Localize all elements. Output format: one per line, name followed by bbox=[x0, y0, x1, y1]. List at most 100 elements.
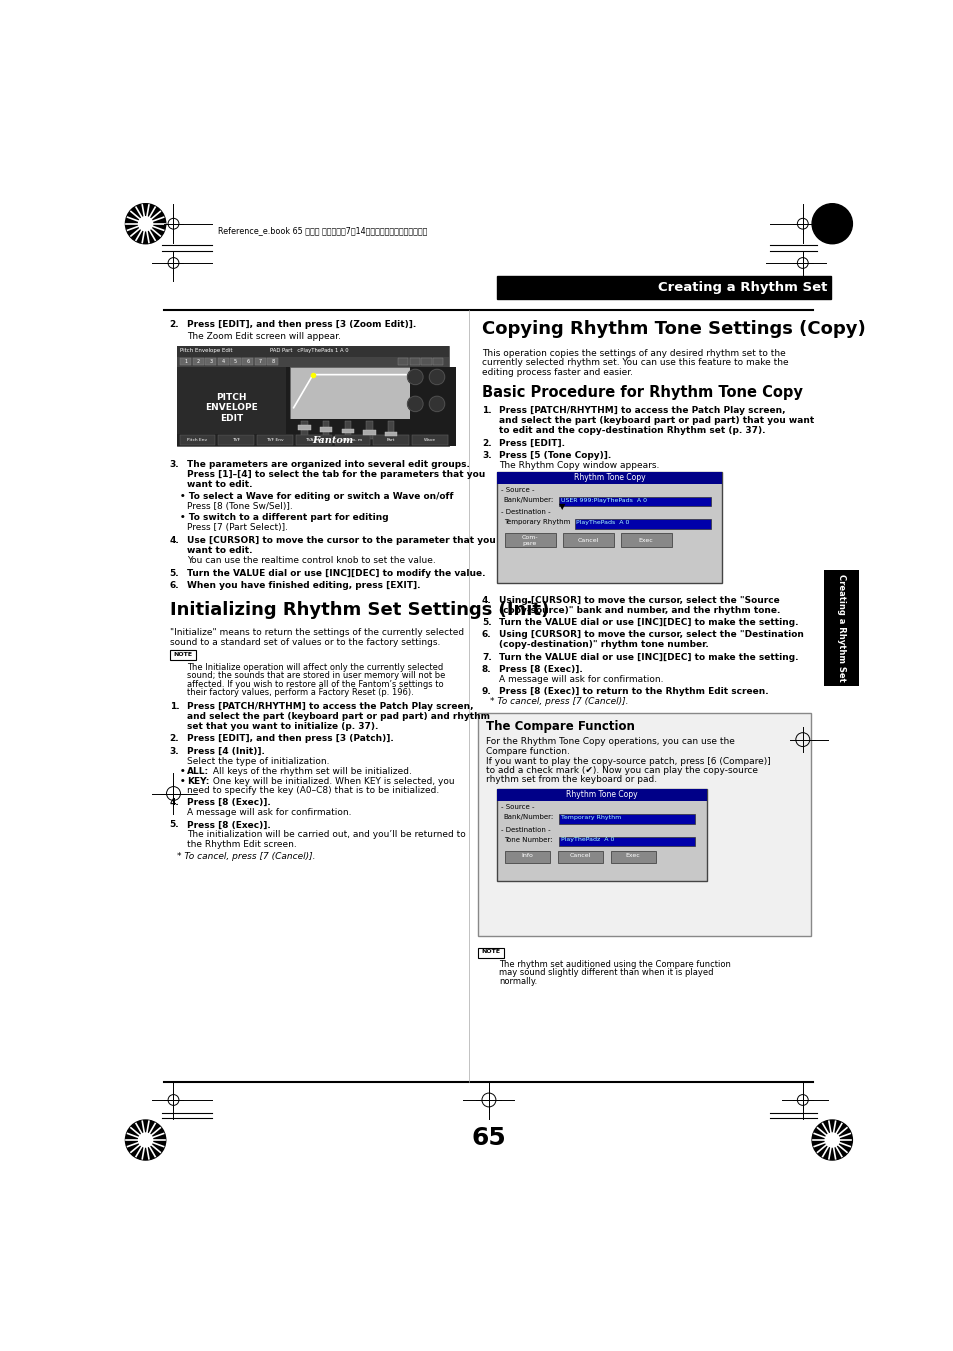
Bar bbox=[319, 427, 332, 431]
Text: the Rhythm Edit screen.: the Rhythm Edit screen. bbox=[187, 840, 296, 848]
Text: Press [EDIT], and then press [3 (Patch)].: Press [EDIT], and then press [3 (Patch)]… bbox=[187, 734, 393, 743]
Text: Basic Procedure for Rhythm Tone Copy: Basic Procedure for Rhythm Tone Copy bbox=[481, 385, 802, 400]
Bar bbox=[497, 789, 706, 881]
Text: Bank/Number:: Bank/Number: bbox=[503, 815, 554, 820]
Bar bbox=[242, 358, 253, 365]
Text: Press [8 (Exec)].: Press [8 (Exec)]. bbox=[187, 798, 270, 807]
Text: 2.: 2. bbox=[170, 320, 179, 330]
Bar bbox=[505, 534, 555, 547]
Text: Reference_e.book 65 ページ ２００３年7月14日　月曜日　午後３時２５分: Reference_e.book 65 ページ ２００３年7月14日 月曜日 午… bbox=[218, 226, 427, 235]
Bar bbox=[421, 358, 431, 365]
Text: normally.: normally. bbox=[498, 977, 537, 986]
Text: 5: 5 bbox=[233, 359, 236, 363]
Bar bbox=[505, 851, 550, 863]
Text: Fanto- m: Fanto- m bbox=[342, 438, 362, 442]
Bar bbox=[497, 471, 721, 584]
Text: 8: 8 bbox=[271, 359, 274, 363]
Bar bbox=[180, 358, 192, 365]
Text: 4.: 4. bbox=[170, 798, 179, 807]
Text: 6: 6 bbox=[246, 359, 249, 363]
Text: • To switch to a different part for editing: • To switch to a different part for edit… bbox=[180, 513, 389, 523]
Text: to add a check mark (✔). Now you can play the copy-source: to add a check mark (✔). Now you can pla… bbox=[485, 766, 757, 775]
Text: TVF Env: TVF Env bbox=[266, 438, 284, 442]
Text: set that you want to initialize (p. 37).: set that you want to initialize (p. 37). bbox=[187, 721, 377, 731]
Text: Press [7 (Part Select)].: Press [7 (Part Select)]. bbox=[187, 523, 288, 532]
Bar bbox=[335, 435, 370, 446]
Text: The rhythm set auditioned using the Compare function: The rhythm set auditioned using the Comp… bbox=[498, 959, 730, 969]
Text: Rhythm Tone Copy: Rhythm Tone Copy bbox=[566, 790, 638, 800]
Text: Press [EDIT].: Press [EDIT]. bbox=[498, 439, 564, 447]
Text: The Compare Function: The Compare Function bbox=[485, 720, 634, 734]
Text: Info: Info bbox=[521, 852, 533, 858]
Text: 5.: 5. bbox=[170, 820, 179, 830]
Text: NOTE: NOTE bbox=[481, 948, 500, 954]
Text: Rhythm Tone Copy: Rhythm Tone Copy bbox=[574, 473, 645, 482]
Text: KEY:: KEY: bbox=[187, 777, 209, 785]
Text: TVF: TVF bbox=[232, 438, 240, 442]
Text: Com-
pare: Com- pare bbox=[521, 535, 537, 546]
Bar bbox=[558, 497, 710, 507]
Circle shape bbox=[429, 396, 444, 412]
Text: "Initialize" means to return the settings of the currently selected: "Initialize" means to return the setting… bbox=[170, 628, 463, 636]
Text: 5.: 5. bbox=[481, 617, 491, 627]
Text: One key will be initialized. When KEY is selected, you: One key will be initialized. When KEY is… bbox=[210, 777, 454, 785]
Text: Press [PATCH/RHYTHM] to access the Patch Play screen,: Press [PATCH/RHYTHM] to access the Patch… bbox=[498, 407, 784, 415]
Text: currently selected rhythm set. You can use this feature to make the: currently selected rhythm set. You can u… bbox=[481, 358, 788, 367]
Text: Turn the VALUE dial or use [INC][DEC] to modify the value.: Turn the VALUE dial or use [INC][DEC] to… bbox=[187, 569, 485, 578]
Text: When you have finished editing, press [EXIT].: When you have finished editing, press [E… bbox=[187, 581, 419, 590]
Bar bbox=[267, 358, 278, 365]
Circle shape bbox=[824, 1133, 839, 1147]
Text: 5.: 5. bbox=[170, 569, 179, 578]
Text: 8.: 8. bbox=[481, 665, 491, 674]
Bar bbox=[179, 435, 215, 446]
Text: 2.: 2. bbox=[481, 439, 491, 447]
Text: 3: 3 bbox=[209, 359, 212, 363]
Bar bbox=[373, 435, 409, 446]
Bar bbox=[290, 367, 410, 419]
Text: - Destination -: - Destination - bbox=[500, 509, 551, 515]
Bar bbox=[363, 430, 375, 435]
Text: 1.: 1. bbox=[481, 407, 491, 415]
Text: The Initialize operation will affect only the currently selected: The Initialize operation will affect onl… bbox=[187, 662, 442, 671]
Text: Press [5 (Tone Copy)].: Press [5 (Tone Copy)]. bbox=[498, 451, 611, 459]
Text: 3.: 3. bbox=[481, 451, 491, 459]
Bar bbox=[823, 570, 858, 686]
Circle shape bbox=[811, 204, 852, 243]
Text: Initializing Rhythm Set Settings (Init): Initializing Rhythm Set Settings (Init) bbox=[170, 601, 548, 619]
Text: Pitch Env: Pitch Env bbox=[188, 438, 208, 442]
Text: sound; the sounds that are stored in user memory will not be: sound; the sounds that are stored in use… bbox=[187, 671, 445, 680]
Bar bbox=[177, 346, 448, 357]
Bar bbox=[558, 815, 695, 824]
Bar bbox=[558, 836, 695, 846]
Text: The Zoom Edit screen will appear.: The Zoom Edit screen will appear. bbox=[187, 332, 340, 342]
Text: Select the type of initialization.: Select the type of initialization. bbox=[187, 757, 329, 766]
Bar bbox=[257, 435, 293, 446]
Text: Turn the VALUE dial or use [INC][DEC] to make the setting.: Turn the VALUE dial or use [INC][DEC] to… bbox=[498, 653, 798, 662]
Bar bbox=[177, 434, 448, 446]
Bar bbox=[254, 358, 266, 365]
Text: * To cancel, press [7 (Cancel)].: * To cancel, press [7 (Cancel)]. bbox=[489, 697, 627, 707]
Bar bbox=[497, 471, 721, 484]
Bar bbox=[177, 367, 286, 446]
Text: Exec: Exec bbox=[639, 538, 653, 543]
Text: rhythm set from the keyboard or pad.: rhythm set from the keyboard or pad. bbox=[485, 775, 657, 784]
Text: Press [1]–[4] to select the tab for the parameters that you: Press [1]–[4] to select the tab for the … bbox=[187, 470, 484, 480]
Text: Using [CURSOR] to move the cursor, select the "Destination: Using [CURSOR] to move the cursor, selec… bbox=[498, 631, 803, 639]
Text: Exec: Exec bbox=[625, 852, 639, 858]
Text: Press [4 (Init)].: Press [4 (Init)]. bbox=[187, 747, 264, 755]
Text: need to specify the key (A0–C8) that is to be initialized.: need to specify the key (A0–C8) that is … bbox=[187, 786, 438, 794]
Bar bbox=[344, 422, 351, 439]
Text: Wave: Wave bbox=[423, 438, 436, 442]
Circle shape bbox=[125, 204, 166, 243]
Bar bbox=[575, 519, 710, 528]
Circle shape bbox=[138, 216, 152, 231]
Text: USER 999:PlayThePads  A 0: USER 999:PlayThePads A 0 bbox=[560, 497, 646, 503]
Text: ▼: ▼ bbox=[558, 501, 565, 511]
Text: * To cancel, press [7 (Cancel)].: * To cancel, press [7 (Cancel)]. bbox=[177, 852, 315, 861]
Text: Creating a Rhythm Set: Creating a Rhythm Set bbox=[658, 281, 827, 295]
Bar bbox=[193, 358, 204, 365]
Text: Press [8 (Tone Sw/Sel)].: Press [8 (Tone Sw/Sel)]. bbox=[187, 503, 293, 512]
Text: PITCH
ENVELOPE
EDIT: PITCH ENVELOPE EDIT bbox=[205, 393, 257, 423]
Text: Part: Part bbox=[387, 438, 395, 442]
Text: their factory values, perform a Factory Reset (p. 196).: their factory values, perform a Factory … bbox=[187, 688, 413, 697]
